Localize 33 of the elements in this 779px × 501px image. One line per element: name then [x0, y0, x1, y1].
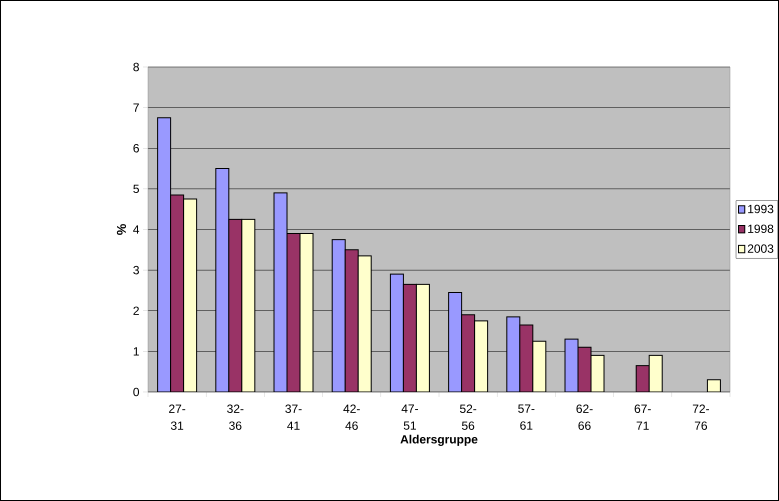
y-tick-label: 0 [133, 388, 140, 396]
bar [241, 218, 256, 392]
x-tick-label: 27-31 [169, 404, 186, 430]
legend-label: 1998 [748, 224, 774, 234]
y-axis-title: % [116, 224, 126, 235]
bar [183, 198, 198, 392]
y-tick-label: 2 [133, 306, 139, 315]
bar [648, 354, 663, 392]
x-tick-label: 62-66 [576, 404, 593, 430]
y-tick-label: 6 [133, 144, 139, 152]
x-tick-label: 42-46 [343, 404, 360, 430]
legend-label: 1993 [748, 204, 774, 214]
y-tick-label: 7 [133, 104, 139, 112]
y-tick-label: 8 [133, 62, 139, 72]
bar [474, 320, 488, 392]
x-tick-label: 47-51 [402, 404, 418, 430]
y-tick-label: 3 [133, 266, 139, 274]
x-tick-label: 72-76 [692, 404, 710, 430]
x-tick-label: 57-61 [518, 404, 534, 430]
y-tick-label: 5 [133, 184, 139, 194]
y-tick-label: 1 [134, 347, 139, 356]
bar [416, 284, 430, 392]
legend-label: 2003 [748, 244, 774, 253]
x-tick-label: 37-41 [285, 404, 302, 430]
x-tick-label: 67-71 [634, 404, 651, 430]
bar [358, 255, 372, 392]
bar [300, 233, 314, 392]
bar [532, 340, 546, 392]
x-tick-label: 52-56 [460, 404, 476, 430]
x-axis-title: Aldersgruppe [400, 434, 478, 446]
y-tick-label: 4 [133, 225, 140, 234]
bar [590, 354, 605, 392]
x-tick-label: 32-36 [227, 404, 244, 430]
